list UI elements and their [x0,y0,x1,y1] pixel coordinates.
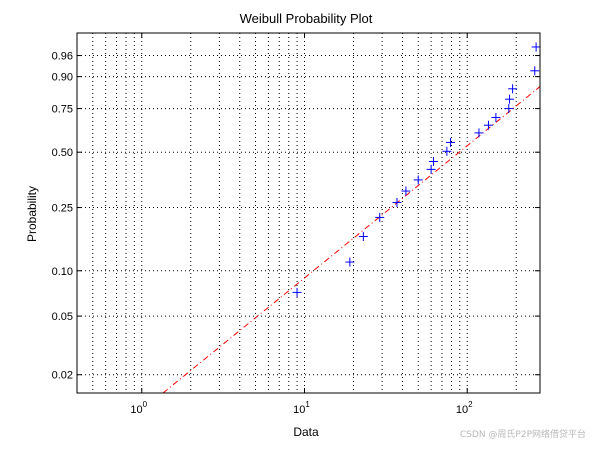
data-point [491,112,501,122]
y-tick-label: 0.75 [52,104,73,116]
data-point [530,66,540,76]
data-point [428,157,438,167]
data-point [505,94,515,104]
y-tick-label: 0.25 [52,203,73,215]
x-tick-label: 101 [293,400,310,416]
y-tick-label: 0.96 [52,51,73,63]
y-tick-label: 0.05 [52,311,73,323]
y-tick-label: 0.10 [52,266,73,278]
data-point [474,128,484,138]
grid [76,33,540,393]
x-tick-label: 100 [130,400,147,416]
data-point [508,84,518,94]
y-tick-label: 0.50 [52,147,73,159]
data-point [413,175,423,185]
data-point [504,104,514,114]
plot-frame [76,32,541,394]
data-point [426,164,436,174]
x-tick-label: 102 [456,400,473,416]
y-tick-label: 0.02 [52,370,73,382]
chart-title: Weibull Probability Plot [240,11,373,26]
data-point [375,212,385,222]
data-point [345,257,355,267]
data-point [442,146,452,156]
axis-ticks: 0.02 0.05 0.10 0.25 0.50 0.75 0.90 0.96 100 101 10… [52,33,540,416]
fit-line [162,86,541,394]
data-point [292,287,302,297]
y-axis-label: Probability [25,186,39,242]
data-point [358,232,368,242]
data-point [531,42,541,52]
data-point [401,186,411,196]
watermark: CSDN @周氏P2P网络借贷平台 [459,430,586,440]
data-point [446,137,456,147]
data-point [392,197,402,207]
fit-line-group [162,86,541,394]
data-point [483,120,493,130]
data-points [292,42,541,297]
y-tick-label: 0.90 [52,72,73,84]
x-axis-label: Data [293,425,319,439]
